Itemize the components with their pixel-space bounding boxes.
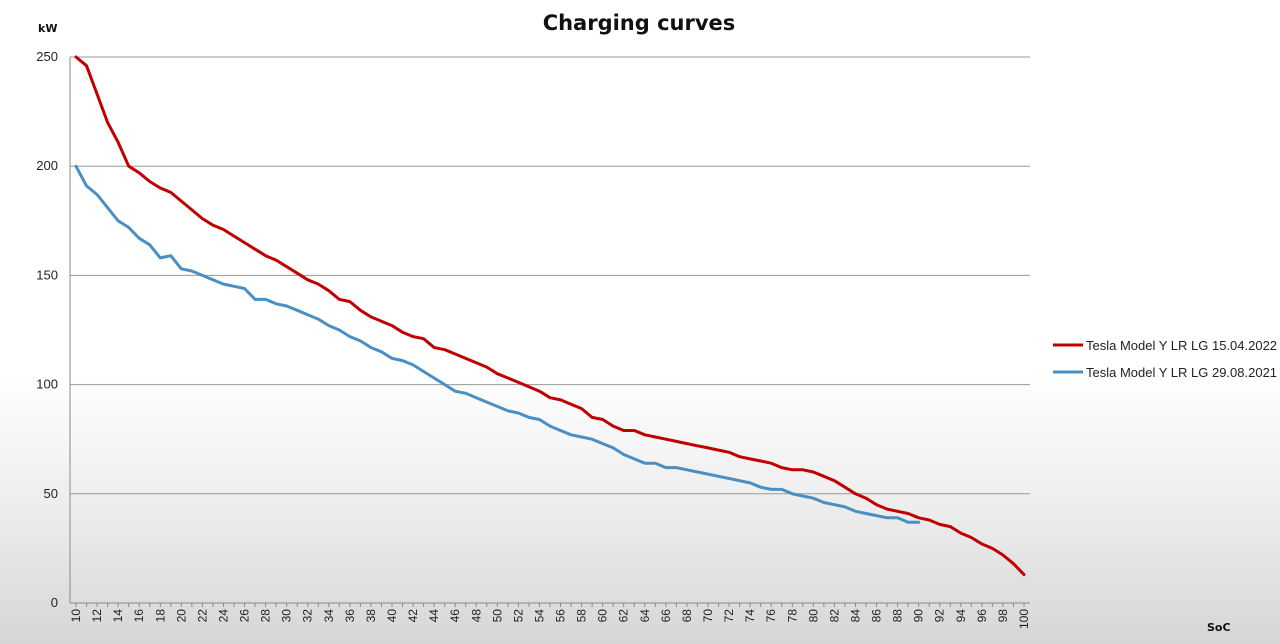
x-tick-label: 94: [954, 609, 968, 623]
legend-label-2: Tesla Model Y LR LG 29.08.2021: [1086, 365, 1277, 380]
x-tick-label: 96: [975, 609, 989, 623]
x-tick-label: 58: [575, 609, 589, 623]
x-tick-label: 86: [870, 609, 884, 623]
x-tick-label: 92: [933, 609, 947, 623]
x-tick-label: 74: [743, 609, 757, 623]
x-tick-label: 36: [343, 609, 357, 623]
x-tick-label: 98: [996, 609, 1010, 623]
x-tick-label: 16: [132, 609, 146, 623]
x-tick-label: 52: [511, 609, 525, 623]
x-tick-label: 82: [827, 609, 841, 623]
y-tick-label: 0: [51, 595, 58, 610]
x-tick-label: 42: [406, 609, 420, 623]
x-axis-label: SoC: [1207, 621, 1231, 634]
x-tick-label: 64: [638, 609, 652, 623]
x-tick-label: 72: [722, 609, 736, 623]
x-tick-label: 18: [153, 609, 167, 623]
y-tick-label: 250: [36, 49, 58, 64]
x-tick-label: 50: [490, 609, 504, 623]
x-tick-label: 68: [680, 609, 694, 623]
x-tick-label: 12: [90, 609, 104, 623]
x-tick-label: 28: [259, 609, 273, 623]
y-tick-label: 100: [36, 377, 58, 392]
x-tick-label: 90: [912, 609, 926, 623]
x-tick-label: 34: [322, 609, 336, 623]
x-tick-label: 14: [111, 609, 125, 623]
x-tick-label: 46: [448, 609, 462, 623]
x-tick-label: 70: [701, 609, 715, 623]
x-tick-label: 30: [280, 609, 294, 623]
series-line-2: [74, 164, 921, 524]
x-tick-label: 22: [195, 609, 209, 623]
x-tick-label: 20: [174, 609, 188, 623]
y-axis-label: kW: [38, 22, 57, 35]
x-tick-label: 32: [301, 609, 315, 623]
y-tick-label: 150: [36, 267, 58, 282]
x-tick-label: 100: [1017, 609, 1031, 629]
x-tick-label: 10: [69, 609, 83, 623]
y-tick-label: 50: [44, 486, 58, 501]
x-tick-label: 54: [532, 609, 546, 623]
series-line-1: [74, 55, 1026, 577]
legend-label-1: Tesla Model Y LR LG 15.04.2022: [1086, 338, 1277, 353]
x-tick-label: 56: [554, 609, 568, 623]
y-tick-label: 200: [36, 158, 58, 173]
x-tick-label: 48: [469, 609, 483, 623]
x-tick-label: 78: [785, 609, 799, 623]
x-tick-label: 88: [891, 609, 905, 623]
x-tick-label: 24: [216, 609, 230, 623]
x-tick-label: 26: [238, 609, 252, 623]
x-tick-label: 62: [617, 609, 631, 623]
x-tick-label: 66: [659, 609, 673, 623]
x-tick-label: 76: [764, 609, 778, 623]
x-tick-label: 80: [806, 609, 820, 623]
x-tick-label: 38: [364, 609, 378, 623]
x-tick-label: 44: [427, 609, 441, 623]
x-tick-label: 40: [385, 609, 399, 623]
x-tick-label: 84: [848, 609, 862, 623]
x-tick-label: 60: [596, 609, 610, 623]
chart-title: Charging curves: [543, 11, 736, 35]
